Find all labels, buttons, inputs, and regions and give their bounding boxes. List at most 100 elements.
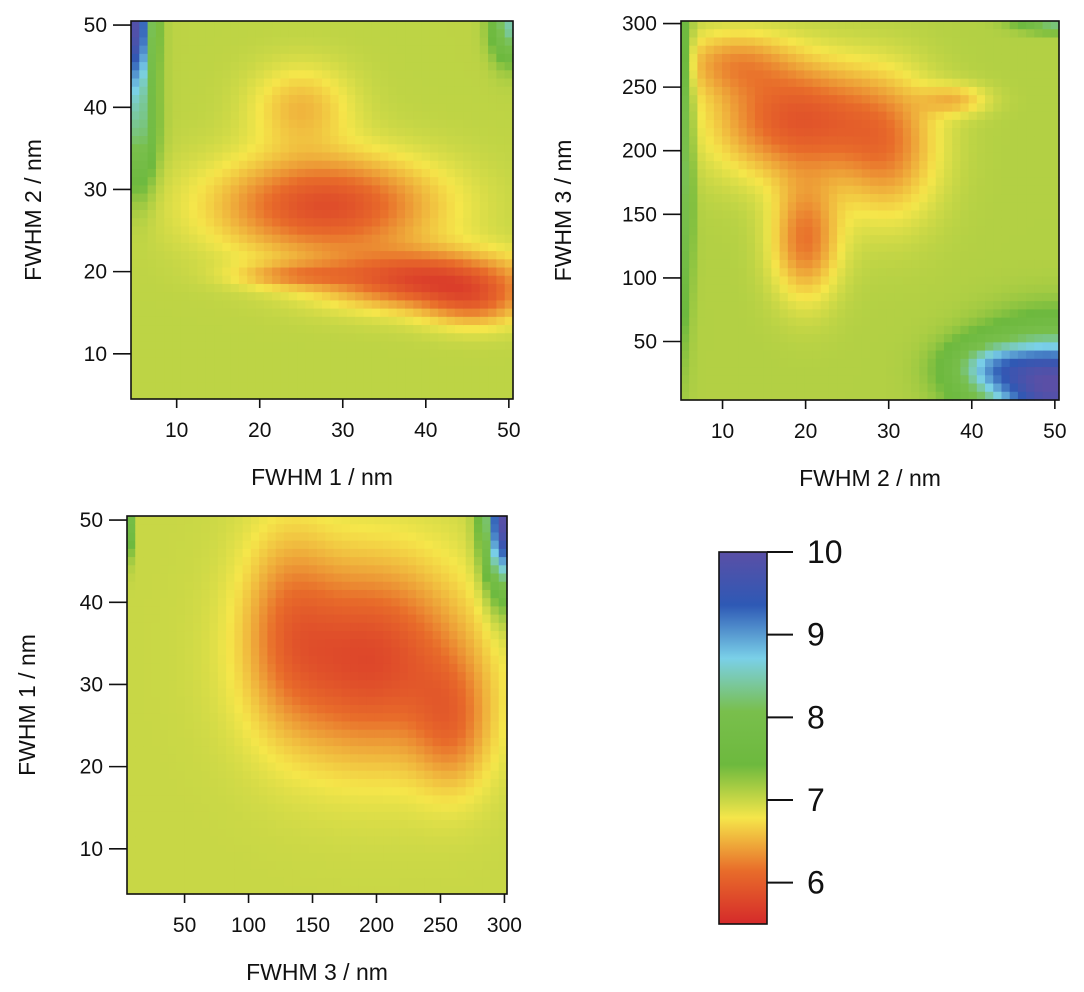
heatmap-cell xyxy=(870,251,879,261)
heatmap-cell xyxy=(820,161,830,170)
heatmap-cell xyxy=(754,325,764,335)
heatmap-cell xyxy=(305,127,315,137)
heatmap-cell xyxy=(870,86,879,96)
heatmap-cell xyxy=(746,276,756,286)
heatmap-cell xyxy=(371,325,381,334)
heatmap-cell xyxy=(135,729,145,739)
heatmap-cell xyxy=(396,325,406,334)
heatmap-cell xyxy=(242,729,252,739)
heatmap-cell xyxy=(812,243,822,253)
heatmap-cell xyxy=(828,334,838,343)
heatmap-cell xyxy=(763,78,772,88)
heatmap-cell xyxy=(902,268,912,278)
heatmap-cell xyxy=(463,210,473,219)
heatmap-cell xyxy=(135,639,145,649)
heatmap-cell xyxy=(1009,45,1019,55)
heatmap-cell xyxy=(189,325,199,334)
heatmap-cell xyxy=(771,243,781,253)
heatmap-cell xyxy=(722,259,731,269)
heatmap-cell xyxy=(168,787,178,796)
heatmap-cell xyxy=(214,119,223,129)
heatmap-cell xyxy=(214,226,223,236)
heatmap-cell xyxy=(131,62,140,71)
heatmap-cell xyxy=(172,300,182,310)
heatmap-cell xyxy=(242,540,252,550)
heatmap-cell xyxy=(438,111,448,121)
heatmap-cell xyxy=(131,259,140,269)
heatmap-cell xyxy=(894,276,904,286)
heatmap-cell xyxy=(861,21,871,30)
heatmap-cell xyxy=(713,161,723,170)
heatmap-cell xyxy=(454,357,464,367)
heatmap-cell xyxy=(976,276,986,286)
heatmap-cell xyxy=(230,259,240,269)
heatmap-cell xyxy=(738,185,748,195)
heatmap-cell xyxy=(388,37,398,47)
heatmap-cell xyxy=(968,185,978,195)
heatmap-cell xyxy=(388,218,398,228)
heatmap-cell xyxy=(985,358,994,368)
heatmap-cell xyxy=(168,557,178,566)
heatmap-cell xyxy=(681,119,690,129)
heatmap-cell xyxy=(172,210,182,219)
heatmap-cell xyxy=(985,62,994,72)
heatmap-cell xyxy=(222,37,232,47)
heatmap-cell xyxy=(968,95,978,104)
heatmap-cell xyxy=(902,350,912,360)
heatmap-cell xyxy=(201,852,211,862)
heatmap-cell xyxy=(1042,375,1052,385)
heatmap-cell xyxy=(1009,358,1019,368)
heatmap-cell xyxy=(861,53,871,63)
heatmap-cell xyxy=(845,218,855,228)
heatmap-cell xyxy=(853,301,863,310)
heatmap-cell xyxy=(870,185,879,195)
heatmap-cell xyxy=(496,86,506,96)
heatmap-cell xyxy=(313,242,323,252)
heatmap-cell xyxy=(886,78,896,88)
heatmap-cell xyxy=(172,325,182,334)
heatmap-cell xyxy=(471,86,481,96)
heatmap-cell xyxy=(205,333,215,343)
heatmap-cell xyxy=(886,334,896,343)
heatmap-cell xyxy=(305,53,315,63)
heatmap-cell xyxy=(189,168,199,178)
heatmap-cell xyxy=(164,251,174,260)
heatmap-cell xyxy=(763,53,772,63)
heatmap-cell xyxy=(147,325,157,334)
heatmap-cell xyxy=(779,251,789,261)
heatmap-cell xyxy=(488,201,497,211)
heatmap-cell xyxy=(180,308,190,318)
heatmap-cell xyxy=(413,160,423,170)
heatmap-cell xyxy=(180,21,190,30)
heatmap-cell xyxy=(935,309,945,319)
heatmap-cell xyxy=(779,95,789,104)
heatmap-cell xyxy=(463,300,473,310)
heatmap-cell xyxy=(812,226,822,236)
heatmap-cell xyxy=(180,218,190,228)
heatmap-cell xyxy=(222,226,232,236)
heatmap-cell xyxy=(496,333,506,343)
heatmap-cell xyxy=(993,169,1003,179)
heatmap-cell xyxy=(147,300,157,310)
heatmap-cell xyxy=(127,548,136,558)
heatmap-cell xyxy=(689,350,699,360)
heatmap-cell xyxy=(176,573,186,583)
heatmap-cell xyxy=(313,226,323,236)
heatmap-cell xyxy=(976,111,986,121)
heatmap-cell xyxy=(796,334,805,343)
heatmap-cell xyxy=(471,234,481,244)
heatmap-cell xyxy=(438,316,448,326)
heatmap-cell xyxy=(1034,226,1044,236)
heatmap-cell xyxy=(127,754,136,764)
heatmap-cell xyxy=(861,309,871,319)
heatmap-cell xyxy=(471,53,481,63)
heatmap-cell xyxy=(151,663,161,673)
heatmap-cell xyxy=(184,631,194,640)
heatmap-cell xyxy=(288,185,298,195)
heatmap-cell xyxy=(985,210,994,220)
heatmap-cell xyxy=(771,21,781,30)
heatmap-cell xyxy=(255,119,265,129)
heatmap-cell xyxy=(160,795,169,805)
heatmap-cell xyxy=(952,210,961,220)
heatmap-cell xyxy=(242,672,252,681)
